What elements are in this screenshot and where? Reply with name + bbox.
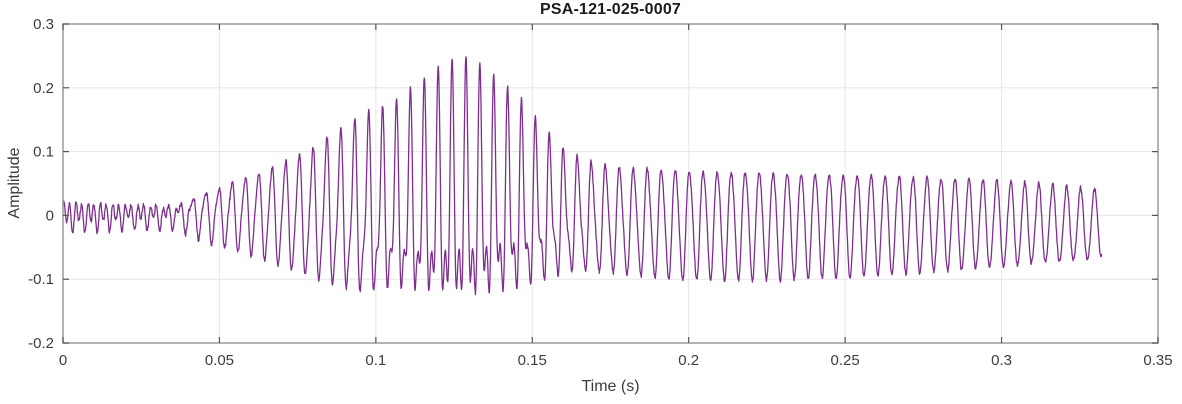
x-tick-label: 0.2 bbox=[678, 352, 699, 369]
x-tick-label: 0.35 bbox=[1143, 352, 1172, 369]
y-axis-label: Amplitude bbox=[6, 147, 23, 219]
y-tick-label: 0.1 bbox=[33, 144, 54, 161]
y-tick-label: 0 bbox=[46, 207, 54, 224]
x-tick-label: 0.3 bbox=[991, 352, 1012, 369]
x-axis-label: Time (s) bbox=[581, 378, 640, 395]
x-tick-label: 0.25 bbox=[831, 352, 860, 369]
y-tick-label: -0.1 bbox=[28, 271, 54, 288]
x-tick-label: 0 bbox=[59, 352, 67, 369]
x-tick-label: 0.15 bbox=[518, 352, 547, 369]
chart-title: PSA-121-025-0007 bbox=[539, 1, 682, 18]
y-tick-label: 0.3 bbox=[33, 16, 54, 33]
plot-box bbox=[62, 23, 1159, 344]
x-tick-label: 0.1 bbox=[365, 352, 386, 369]
waveform-trace bbox=[62, 56, 1103, 296]
y-tick-label: -0.2 bbox=[28, 335, 54, 352]
y-tick-label: 0.2 bbox=[33, 80, 54, 97]
x-tick-label: 0.05 bbox=[205, 352, 234, 369]
